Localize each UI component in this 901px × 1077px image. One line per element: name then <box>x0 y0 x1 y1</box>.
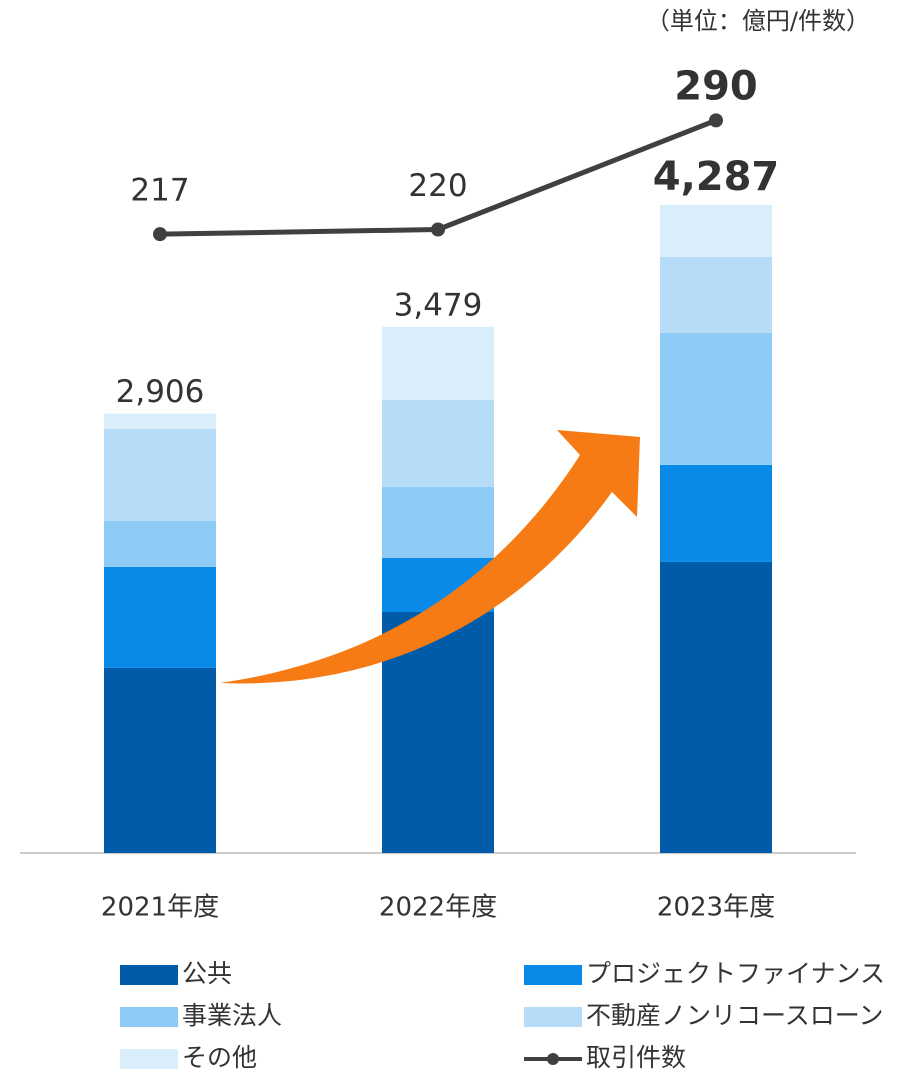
bars <box>104 204 772 853</box>
total-label: 4,287 <box>653 154 780 200</box>
legend-swatch <box>120 1007 178 1027</box>
legend-dot <box>547 1053 559 1065</box>
bar-segment <box>382 326 494 401</box>
bar-segment <box>660 256 772 333</box>
bar-segment <box>660 332 772 465</box>
bar-segment <box>660 464 772 562</box>
legend-label: 取引件数 <box>586 1043 686 1072</box>
count-label: 220 <box>408 168 467 204</box>
x-tick-label: 2022年度 <box>379 893 497 923</box>
legend-swatch <box>120 965 178 985</box>
count-label: 217 <box>130 173 189 209</box>
total-label: 2,906 <box>116 374 205 410</box>
legend-swatch <box>524 1007 582 1027</box>
count-label: 290 <box>674 63 758 109</box>
bar-segment <box>104 520 216 567</box>
bar-segment <box>104 428 216 521</box>
bar-segment <box>104 667 216 853</box>
unit-note: （単位：億円/件数） <box>646 7 870 35</box>
bar-segment <box>104 566 216 668</box>
total-label: 3,479 <box>394 287 483 323</box>
bar-segment <box>660 204 772 257</box>
bar-segment <box>104 413 216 429</box>
legend-swatch <box>524 965 582 985</box>
count-point <box>431 222 445 237</box>
growth-arrow <box>220 430 640 684</box>
legend-swatch <box>120 1049 178 1069</box>
legend-label: 事業法人 <box>182 1001 282 1030</box>
bar-segment <box>660 561 772 853</box>
legend-label: その他 <box>182 1043 257 1072</box>
legend-label: 公共 <box>182 959 232 988</box>
count-point <box>709 113 723 128</box>
legend-label: 不動産ノンリコースローン <box>586 1001 884 1030</box>
x-tick-label: 2021年度 <box>101 893 219 923</box>
count-point <box>153 227 167 242</box>
x-tick-label: 2023年度 <box>657 893 775 923</box>
legend-label: プロジェクトファイナンス <box>586 959 885 988</box>
bar-segment <box>382 486 494 559</box>
bar-segment <box>382 400 494 487</box>
